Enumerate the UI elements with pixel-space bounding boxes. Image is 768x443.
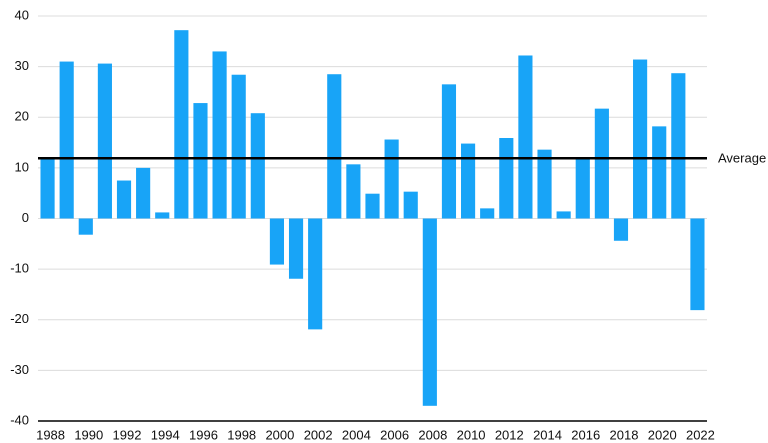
x-tick-label: 2010 (457, 427, 486, 442)
bar (40, 157, 55, 219)
bar (78, 218, 93, 235)
y-tick-label: 40 (15, 7, 29, 22)
x-tick-label: 2020 (648, 427, 677, 442)
bar (212, 51, 227, 219)
x-tick-label: 1988 (36, 427, 65, 442)
bar (269, 218, 285, 265)
x-tick-label: 2002 (304, 427, 333, 442)
x-tick-label: 2014 (533, 427, 562, 442)
bar (327, 74, 342, 219)
bar (671, 73, 686, 219)
bar (250, 113, 265, 219)
average-label: Average (718, 151, 766, 166)
bar (518, 55, 533, 219)
bar (460, 143, 476, 219)
y-tick-label: 0 (22, 210, 29, 225)
bar (136, 167, 151, 219)
y-tick-label: -10 (10, 261, 29, 276)
x-tick-label: 2022 (686, 427, 715, 442)
bar (346, 164, 361, 219)
y-tick-label: 10 (15, 159, 29, 174)
bar (499, 138, 514, 219)
bar (308, 218, 323, 330)
bar (613, 218, 629, 241)
x-tick-label: 2018 (610, 427, 639, 442)
y-tick-label: -40 (10, 412, 29, 427)
bar (155, 212, 170, 219)
bar (594, 108, 609, 219)
x-tick-label: 1992 (113, 427, 142, 442)
bar (193, 103, 208, 219)
x-tick-label: 2004 (342, 427, 371, 442)
bar (537, 149, 552, 219)
bar (59, 61, 74, 219)
bar (633, 59, 648, 219)
y-tick-label: -20 (10, 311, 29, 326)
bar (403, 191, 418, 219)
bar (556, 211, 571, 219)
bar (384, 139, 399, 219)
bar (97, 63, 112, 219)
bar (480, 208, 495, 219)
bar (288, 218, 304, 279)
x-tick-label: 2012 (495, 427, 524, 442)
bar (231, 74, 246, 219)
y-tick-label: -30 (10, 362, 29, 377)
x-tick-label: 1996 (189, 427, 218, 442)
x-tick-label: 1990 (74, 427, 103, 442)
x-tick-label: 1994 (151, 427, 180, 442)
bar (365, 193, 380, 219)
bar (174, 30, 189, 219)
x-tick-label: 2008 (418, 427, 447, 442)
bar (652, 126, 667, 219)
x-tick-label: 2006 (380, 427, 409, 442)
bar (575, 157, 590, 219)
bar (116, 180, 132, 219)
y-tick-label: 20 (15, 109, 29, 124)
bar (422, 218, 437, 406)
x-tick-label: 2016 (571, 427, 600, 442)
y-tick-label: 30 (15, 58, 29, 73)
bar (690, 218, 705, 311)
bar (441, 84, 457, 219)
x-tick-label: 2000 (265, 427, 294, 442)
x-tick-label: 1998 (227, 427, 256, 442)
